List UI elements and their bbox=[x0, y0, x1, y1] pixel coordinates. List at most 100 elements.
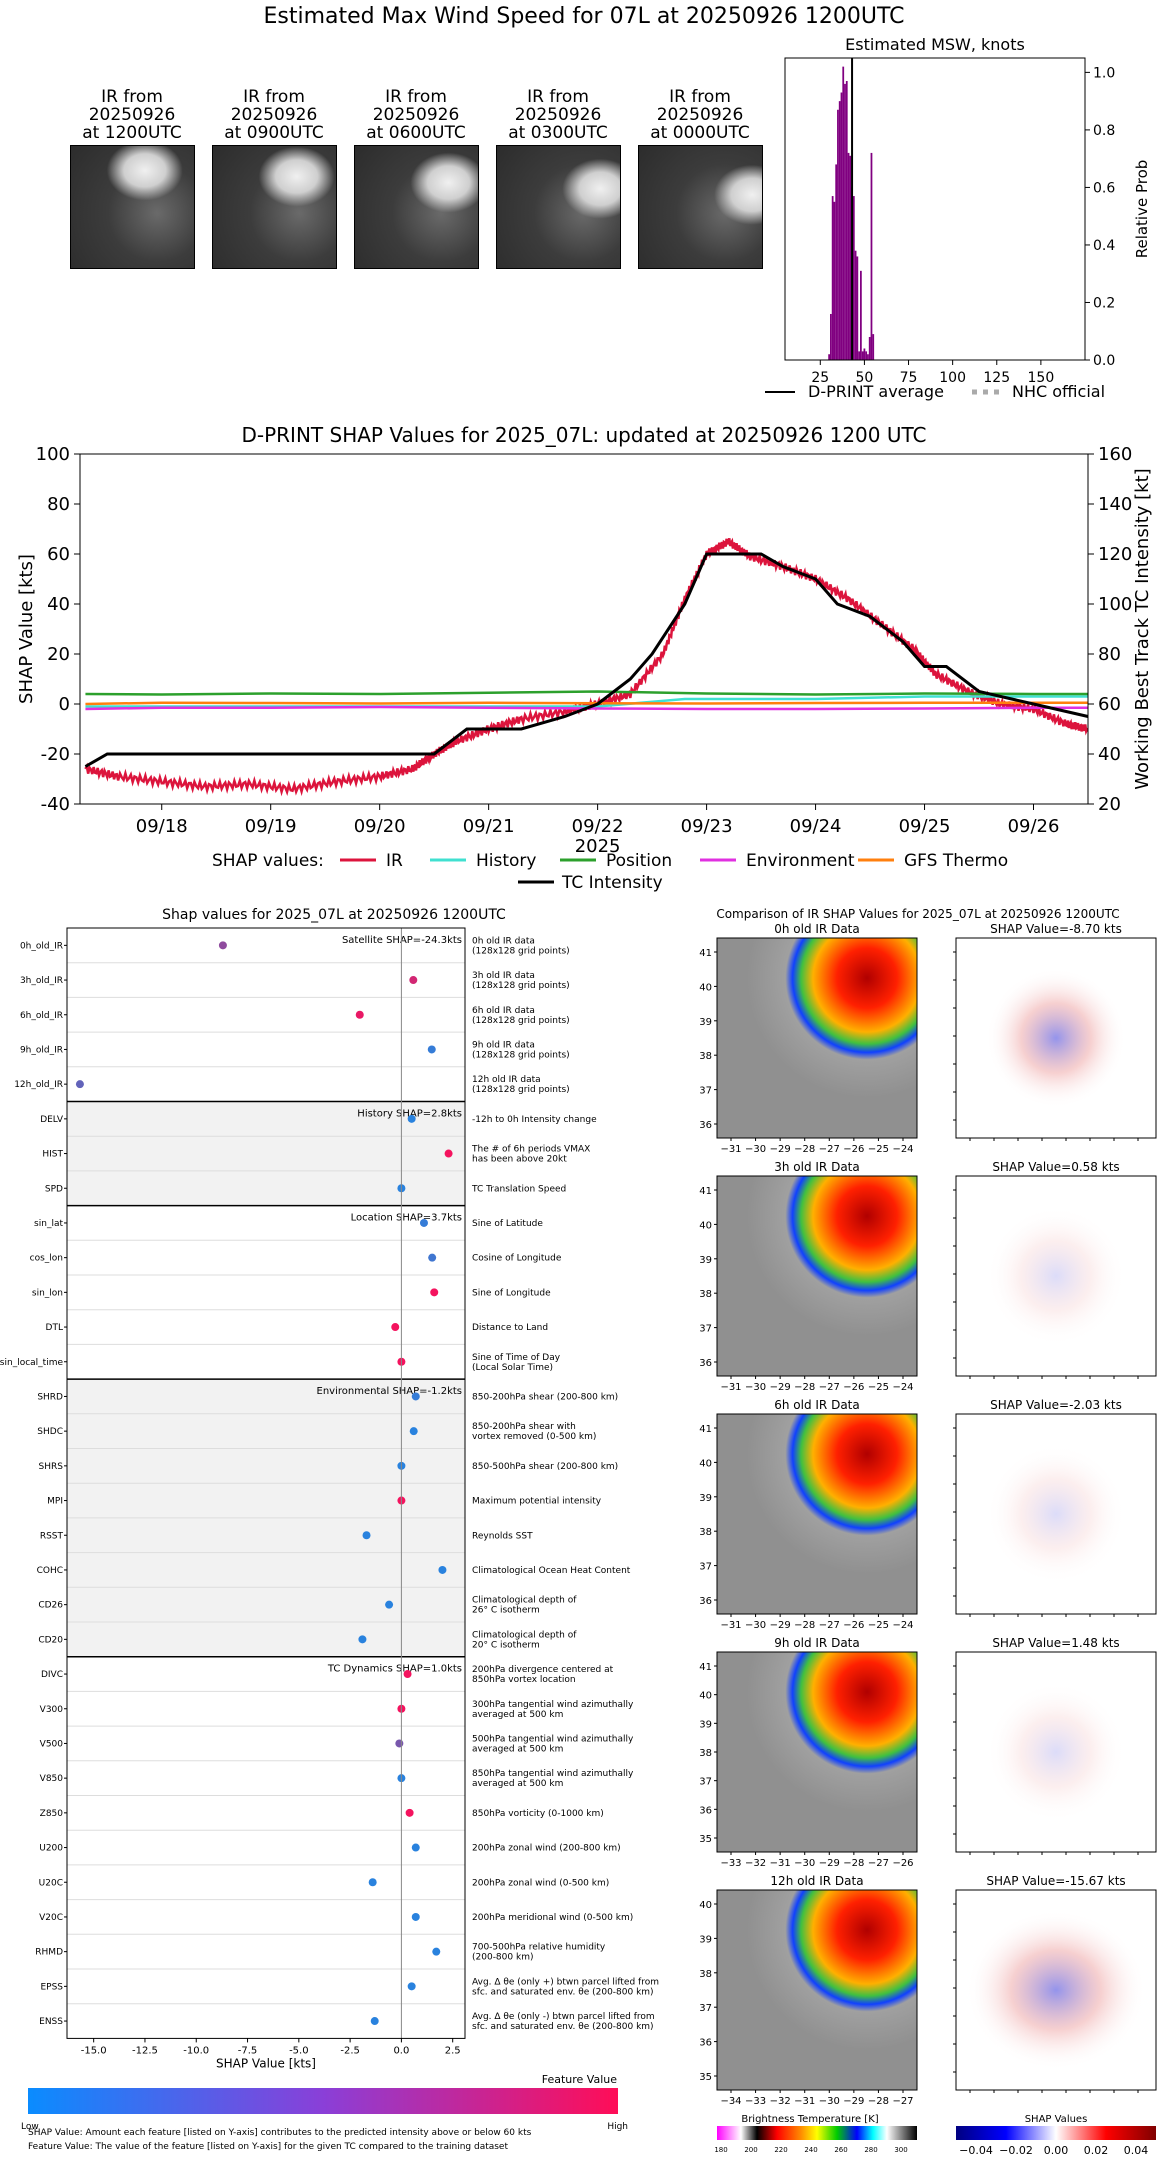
ir-ytick-label: 37 bbox=[699, 1324, 712, 1335]
timeseries-ytick-label: -20 bbox=[41, 744, 70, 765]
ir-ytick-label: 35 bbox=[699, 1834, 712, 1845]
ir-xtick-label: −33 bbox=[745, 2096, 766, 2107]
legend-dprint-label: D-PRINT average bbox=[808, 382, 944, 401]
ir-thumbnail: IR from 20250926 at 0600UTC bbox=[340, 88, 492, 269]
feature-xtick-label: -2.5 bbox=[340, 2045, 360, 2056]
ir-xtick-label: −30 bbox=[745, 1382, 766, 1393]
histogram-bar bbox=[833, 201, 836, 360]
series-line-environment bbox=[85, 705, 1088, 711]
feature-description: Climatological depth of bbox=[472, 1630, 577, 1640]
feature-description: Sine of Latitude bbox=[472, 1219, 543, 1229]
ir-ytick-label: 38 bbox=[699, 1748, 712, 1759]
feature-name: RHMD bbox=[35, 1948, 63, 1958]
feature-description: sfc. and saturated env. θe (200-800 km) bbox=[472, 2022, 654, 2032]
comparison-title: Comparison of IR SHAP Values for 2025_07… bbox=[716, 907, 1119, 921]
group-label: Satellite SHAP=-24.3kts bbox=[342, 935, 462, 946]
ir-thumbnail-caption: at 0900UTC bbox=[224, 123, 324, 143]
histogram-xtick-label: 75 bbox=[900, 370, 918, 386]
feature-name: CD26 bbox=[38, 1601, 63, 1611]
ir-thumbnail-caption: 20250926 bbox=[656, 105, 744, 125]
timeseries-y2tick-label: 100 bbox=[1098, 594, 1132, 615]
feature-description: Climatological depth of bbox=[472, 1596, 577, 1606]
feature-xtick-label: -5.0 bbox=[289, 2045, 309, 2056]
histogram-bar bbox=[831, 196, 834, 360]
ir-panel-title: 12h old IR Data bbox=[770, 1874, 863, 1888]
feature-name: V850 bbox=[40, 1774, 64, 1784]
ir-image bbox=[716, 1889, 918, 2091]
feature-description: 0h old IR data bbox=[472, 936, 535, 946]
feature-xlabel: SHAP Value [kts] bbox=[216, 2056, 316, 2070]
ir-xtick-label: −29 bbox=[770, 1382, 791, 1393]
shap-point bbox=[385, 1600, 394, 1609]
series-line-tc-intensity bbox=[84, 552, 1089, 768]
feature-description: 700-500hPa relative humidity bbox=[472, 1943, 606, 1953]
ir-ytick-label: 40 bbox=[699, 1900, 712, 1911]
shap-heat-region bbox=[986, 968, 1126, 1108]
timeseries-y2tick-label: 120 bbox=[1098, 544, 1132, 565]
feature-name: V20C bbox=[39, 1913, 63, 1923]
ir-thumbnail-image bbox=[637, 145, 763, 269]
ir-xtick-label: −28 bbox=[794, 1620, 815, 1631]
shap-heat-region bbox=[986, 1206, 1126, 1346]
ir-panel-title: 3h old IR Data bbox=[774, 1160, 860, 1174]
feature-name: DELV bbox=[40, 1115, 64, 1125]
histogram-bar bbox=[865, 351, 868, 360]
ir-ytick-label: 38 bbox=[699, 1969, 712, 1980]
colorbar-title: Feature Value bbox=[542, 2073, 618, 2086]
feature-xtick-label: 2.5 bbox=[445, 2045, 461, 2056]
ir-thumbnail: IR from 20250926 at 0000UTC bbox=[624, 88, 776, 269]
msw-histogram: Estimated MSW, knots 25 50 75 100 125 150 0.0 0.… bbox=[765, 35, 1151, 401]
ir-ytick-label: 40 bbox=[699, 1458, 712, 1469]
histogram-title: Estimated MSW, knots bbox=[845, 35, 1025, 54]
bt-colorbar-tick: 260 bbox=[834, 2146, 847, 2154]
bt-colorbar-title: Brightness Temperature [K] bbox=[741, 2114, 878, 2125]
ir-ytick-label: 37 bbox=[699, 1562, 712, 1573]
ir-ytick-label: 41 bbox=[699, 1186, 712, 1197]
feature-description: (128x128 grid points) bbox=[472, 1085, 570, 1095]
feature-description: 26° C isotherm bbox=[472, 1606, 540, 1616]
ir-image bbox=[716, 937, 918, 1139]
ir-ytick-label: 36 bbox=[699, 1120, 712, 1131]
page-title: Estimated Max Wind Speed for 07L at 2025… bbox=[263, 4, 905, 29]
histogram-ytick-label: 0.4 bbox=[1093, 238, 1115, 254]
legend-label-tc-intensity: TC Intensity bbox=[561, 873, 663, 893]
feature-name: 3h_old_IR bbox=[20, 976, 63, 986]
ir-xtick-label: −29 bbox=[770, 1144, 791, 1155]
shap-colorbar-tick: −0.04 bbox=[959, 2144, 993, 2157]
legend-label-gfs-thermo: GFS Thermo bbox=[904, 851, 1008, 871]
group-label: Location SHAP=3.7kts bbox=[351, 1213, 462, 1224]
timeseries-y2label: Working Best Track TC Intensity [kt] bbox=[1132, 468, 1153, 789]
shap-heat-region bbox=[986, 1682, 1126, 1822]
feature-description: (128x128 grid points) bbox=[472, 1016, 570, 1026]
timeseries-frame bbox=[79, 453, 1089, 805]
ir-xtick-label: −32 bbox=[745, 1858, 766, 1869]
timeseries-xtick-label: 09/19 bbox=[245, 816, 297, 837]
ir-thumbnail-image bbox=[211, 145, 337, 269]
ir-ytick-label: 36 bbox=[699, 1358, 712, 1369]
series-line-position bbox=[85, 690, 1088, 696]
group-label: History SHAP=2.8kts bbox=[357, 1109, 462, 1120]
feature-name: CD20 bbox=[38, 1635, 63, 1645]
timeseries-y2tick-label: 140 bbox=[1098, 494, 1132, 515]
ir-thumbnail-caption: IR from bbox=[385, 87, 447, 107]
feature-description: 500hPa tangential wind azimuthally bbox=[472, 1734, 634, 1744]
feature-description: 9h old IR data bbox=[472, 1040, 535, 1050]
ir-ytick-label: 40 bbox=[699, 1691, 712, 1702]
series-line-ir bbox=[84, 537, 1089, 797]
ir-xtick-label: −29 bbox=[770, 1620, 791, 1631]
shap-colorbar-tick: 0.00 bbox=[1044, 2144, 1069, 2157]
ir-xtick-label: −32 bbox=[770, 2096, 791, 2107]
shap-colorbar-tick: 0.04 bbox=[1124, 2144, 1149, 2157]
shap-point bbox=[395, 1739, 404, 1748]
histogram-ytick-label: 0.6 bbox=[1093, 180, 1115, 196]
ir-xtick-label: −31 bbox=[720, 1144, 741, 1155]
ir-xtick-label: −30 bbox=[745, 1144, 766, 1155]
ir-xtick-label: −28 bbox=[868, 2096, 889, 2107]
feature-description: TC Translation Speed bbox=[471, 1184, 566, 1194]
ir-xtick-label: −29 bbox=[843, 2096, 864, 2107]
feature-description: Sine of Time of Day bbox=[472, 1353, 561, 1363]
timeseries-title: D-PRINT SHAP Values for 2025_07L: update… bbox=[241, 423, 926, 447]
ir-ytick-label: 40 bbox=[699, 1220, 712, 1231]
shap-point bbox=[411, 1912, 420, 1921]
feature-name: SPD bbox=[45, 1184, 63, 1194]
